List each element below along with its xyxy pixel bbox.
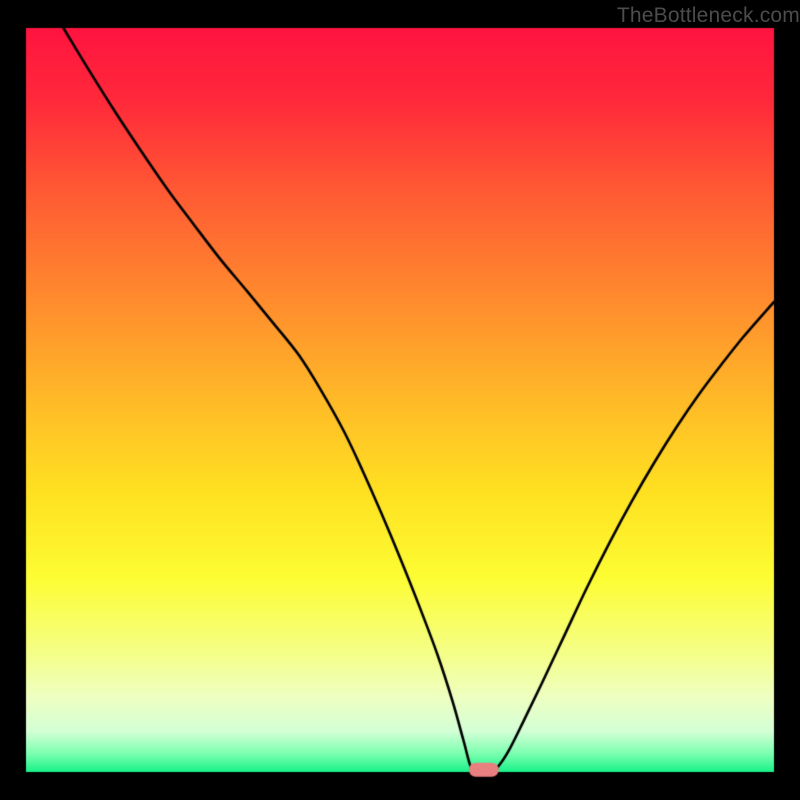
chart-stage: TheBottleneck.com	[0, 0, 800, 800]
bottleneck-curve-chart	[0, 0, 800, 800]
watermark-text: TheBottleneck.com	[0, 4, 800, 28]
